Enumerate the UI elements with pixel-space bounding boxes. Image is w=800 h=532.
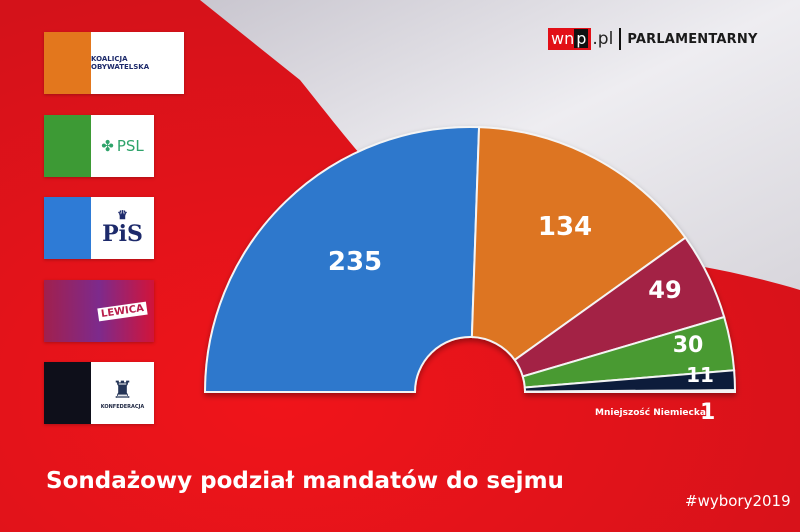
legend-swatch: [44, 197, 91, 259]
slice-pis: [203, 126, 481, 393]
legend-swatch: [44, 362, 91, 424]
slice-value-label: 30: [673, 333, 704, 358]
crown-eagle-icon: ♛: [117, 208, 128, 222]
clover-icon: ✤: [101, 137, 114, 155]
legend-swatch: [44, 115, 91, 177]
slice-value-label: 11: [686, 363, 714, 387]
brand-pl: .pl: [592, 29, 614, 49]
pis-logo: ♛ PiS: [91, 197, 154, 259]
legend-swatch: [44, 32, 91, 94]
minority-label: Mniejszość Niemiecka: [595, 408, 706, 418]
ko-logo: KOALICJA OBYWATELSKA: [91, 32, 184, 94]
legend-konfederacja: ♜ KONFEDERACJA: [44, 362, 154, 424]
slice-mniejszość-niemiecka: [523, 389, 737, 393]
slice-value-label: 235: [328, 247, 382, 277]
slice-koalicja-obywatelska: [470, 126, 687, 362]
legend-psl: ✤ PSL: [44, 115, 154, 177]
brand-wnp: wn p: [548, 28, 592, 50]
hashtag: #wybory2019: [685, 492, 791, 510]
brand-separator: [619, 28, 622, 50]
brand-name: PARLAMENTARNY: [627, 31, 758, 47]
slice-value-label: 134: [538, 212, 592, 242]
slice-value-label: 49: [648, 276, 681, 304]
legend-lewica: LEWICA: [44, 280, 154, 342]
legend-ko: KOALICJA OBYWATELSKA: [44, 32, 184, 94]
legend-pis: ♛ PiS: [44, 197, 154, 259]
psl-logo: ✤ PSL: [91, 115, 154, 177]
konfederacja-logo: ♜ KONFEDERACJA: [91, 362, 154, 424]
eagle-icon: ♜: [111, 376, 134, 404]
chart-title: Sondażowy podział mandatów do sejmu: [46, 468, 564, 494]
brand-logo: wn p .pl PARLAMENTARNY: [548, 27, 758, 51]
minority-value: 1: [700, 400, 716, 425]
